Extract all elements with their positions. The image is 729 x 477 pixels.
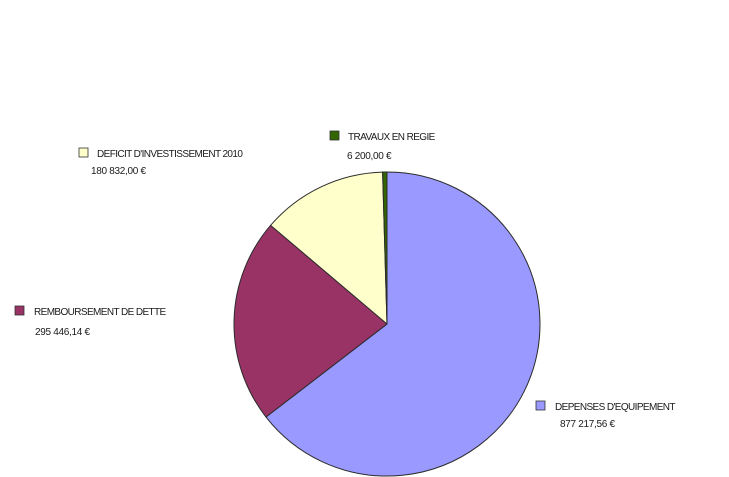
slice-label-value: 6 200,00 € — [347, 151, 392, 162]
pie-slices — [233, 171, 541, 477]
legend-swatch-travaux-regie — [329, 130, 340, 141]
slice-label-name: DEPENSES D'EQUIPEMENT — [555, 402, 675, 413]
slice-label-remboursement-dette: REMBOURSEMENT DE DETTE 295 446,14 € — [14, 305, 167, 338]
slice-label-travaux-regie: TRAVAUX EN REGIE 6 200,00 € — [329, 130, 436, 162]
slice-remboursement-dette — [233, 224, 388, 418]
legend-swatch-deficit-investissement — [78, 147, 89, 158]
slice-label-depenses-equipement: DEPENSES D'EQUIPEMENT 877 217,56 € — [535, 400, 676, 430]
slice-depenses-equipement — [265, 171, 541, 477]
slice-label-value: 295 446,14 € — [35, 327, 91, 338]
legend-swatch-remboursement-dette — [14, 305, 25, 316]
slice-travaux-regie — [382, 171, 388, 325]
slice-deficit-investissement — [270, 171, 388, 325]
slice-label-name: REMBOURSEMENT DE DETTE — [34, 307, 167, 318]
slice-label-value: 180 832,00 € — [91, 166, 147, 177]
slice-label-name: DEFICIT D'INVESTISSEMENT 2010 — [97, 149, 243, 160]
legend-swatch-depenses-equipement — [535, 400, 546, 411]
slice-label-deficit-investissement: DEFICIT D'INVESTISSEMENT 2010 180 832,00… — [78, 147, 244, 177]
slice-label-name: TRAVAUX EN REGIE — [348, 132, 436, 143]
slice-label-value: 877 217,56 € — [560, 419, 616, 430]
